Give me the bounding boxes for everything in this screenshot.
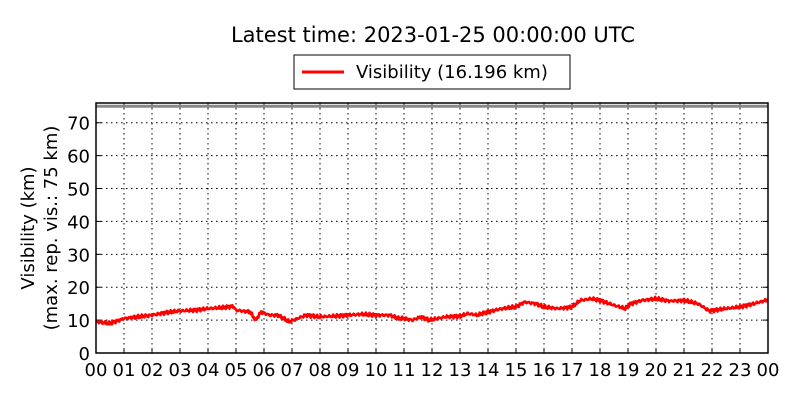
x-tick-label: 23 [729, 360, 752, 381]
y-tick-label: 20 [67, 278, 90, 299]
x-tick-label: 00 [85, 360, 108, 381]
x-tick-label: 01 [113, 360, 136, 381]
x-tick-label: 04 [197, 360, 220, 381]
x-tick-label: 11 [393, 360, 416, 381]
x-tick-label: 00 [757, 360, 780, 381]
x-tick-label: 05 [225, 360, 248, 381]
x-tick-label: 09 [337, 360, 360, 381]
x-tick-label: 07 [281, 360, 304, 381]
x-tick-label: 22 [701, 360, 724, 381]
x-tick-label: 14 [477, 360, 500, 381]
x-tick-label: 21 [673, 360, 696, 381]
legend-label: Visibility (16.196 km) [356, 62, 548, 83]
x-tick-label: 18 [589, 360, 612, 381]
x-tick-label: 06 [253, 360, 276, 381]
y-axis-label: Visibility (km) [18, 166, 39, 289]
x-tick-label: 08 [309, 360, 332, 381]
chart-title: Latest time: 2023-01-25 00:00:00 UTC [231, 23, 635, 47]
x-tick-label: 02 [141, 360, 164, 381]
y-axis-label-sub: (max. rep. vis.: 75 km) [41, 126, 62, 331]
y-tick-label: 70 [67, 114, 90, 135]
y-tick-label: 30 [67, 245, 90, 266]
x-tick-label: 17 [561, 360, 584, 381]
x-tick-label: 16 [533, 360, 556, 381]
y-tick-label: 60 [67, 147, 90, 168]
x-tick-label: 20 [645, 360, 668, 381]
y-tick-label: 50 [67, 180, 90, 201]
x-tick-label: 10 [365, 360, 388, 381]
y-tick-label: 40 [67, 212, 90, 233]
x-tick-label: 12 [421, 360, 444, 381]
x-tick-label: 15 [505, 360, 528, 381]
x-tick-label: 13 [449, 360, 472, 381]
plot-frame [95, 102, 769, 354]
visibility-series-line [95, 295, 769, 326]
y-tick-label: 0 [79, 344, 90, 365]
y-tick-label: 10 [67, 311, 90, 332]
x-tick-label: 03 [169, 360, 192, 381]
legend: Visibility (16.196 km) [293, 54, 571, 90]
x-tick-label: 19 [617, 360, 640, 381]
